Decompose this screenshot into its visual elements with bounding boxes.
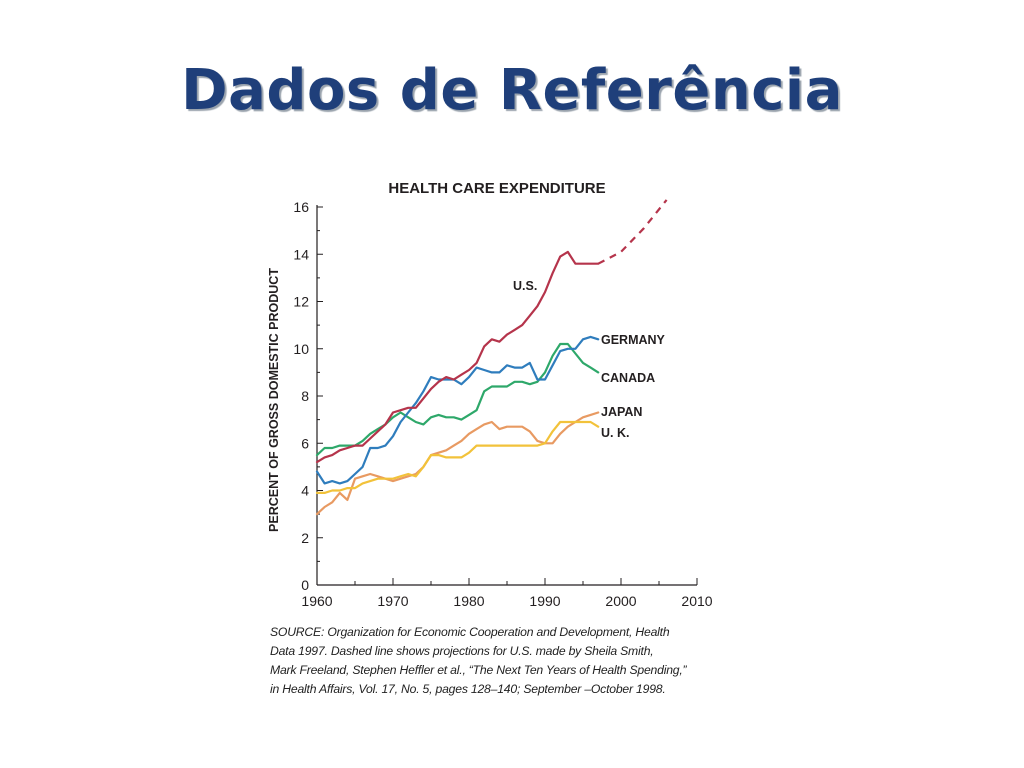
y-tick-label: 4 — [301, 483, 309, 499]
slide-title: Dados de Referência — [181, 58, 843, 123]
y-tick-label: 16 — [293, 199, 309, 215]
y-tick-label: 10 — [293, 341, 309, 357]
series-line-canada — [315, 342, 600, 457]
y-tick-label: 0 — [301, 577, 309, 593]
y-axis-label: PERCENT OF GROSS DOMESTIC PRODUCT — [267, 268, 281, 532]
x-tick-label: 1970 — [377, 593, 408, 609]
label-canada: CANADA — [601, 371, 655, 385]
source-line-2: Data 1997. Dashed line shows projections… — [270, 644, 654, 658]
label-japan: JAPAN — [601, 405, 642, 419]
series-line-u-s — [315, 250, 600, 464]
series-line-germany — [315, 335, 600, 485]
x-tick-label: 1980 — [453, 593, 484, 609]
x-tick-label: 2010 — [681, 593, 712, 609]
label-uk: U. K. — [601, 426, 629, 440]
source-line-4: in Health Affairs, Vol. 17, No. 5, pages… — [270, 682, 666, 696]
x-tick-label: 1960 — [301, 593, 332, 609]
source-note: SOURCE: Organization for Economic Cooper… — [270, 623, 710, 699]
y-tick-label: 8 — [301, 388, 309, 404]
series-line-japan — [315, 411, 600, 516]
series-line-u-k — [315, 420, 600, 494]
chart-title: HEALTH CARE EXPENDITURE — [388, 180, 605, 197]
y-tick-label: 2 — [301, 530, 309, 546]
series-line-u-s-projection — [597, 199, 668, 265]
source-line-3: Mark Freeland, Stephen Heffler et al., “… — [270, 663, 687, 677]
y-tick-label: 12 — [293, 294, 309, 310]
label-germany: GERMANY — [601, 333, 666, 347]
y-tick-label: 6 — [301, 435, 309, 451]
label-us: U.S. — [513, 279, 537, 293]
source-line-1: SOURCE: Organization for Economic Cooper… — [270, 625, 670, 639]
x-tick-label: 1990 — [529, 593, 560, 609]
y-tick-label: 14 — [293, 246, 309, 262]
x-tick-label: 2000 — [605, 593, 636, 609]
